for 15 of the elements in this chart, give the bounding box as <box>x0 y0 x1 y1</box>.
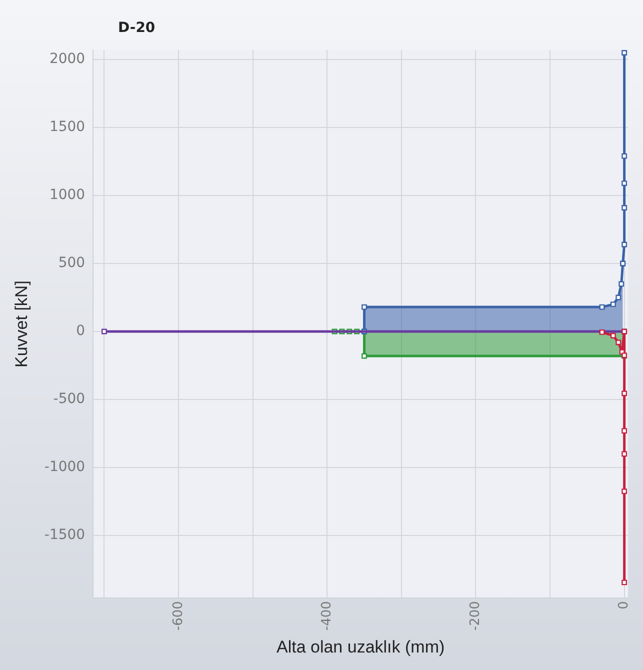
x-tick-label: -200 <box>468 601 484 631</box>
y-tick-label: -500 <box>53 391 86 408</box>
x-tick-label: -400 <box>319 601 334 631</box>
y-tick-label: 0 <box>76 323 86 340</box>
y-axis-title: Kuvvet [kN] <box>12 280 31 368</box>
y-tick-label: 1000 <box>49 187 86 204</box>
x-axis-title: Alta olan uzaklık (mm) <box>276 637 445 656</box>
x-tick-label: -600 <box>170 601 186 631</box>
y-tick-label: -1000 <box>44 459 86 476</box>
y-tick-label: 1500 <box>49 119 86 136</box>
y-tick-label: 2000 <box>49 51 86 68</box>
chart-title: D-20 <box>118 20 156 36</box>
x-tick-label: 0 <box>616 601 632 610</box>
y-tick-label: -1500 <box>44 527 86 544</box>
y-tick-label: 500 <box>58 255 86 272</box>
